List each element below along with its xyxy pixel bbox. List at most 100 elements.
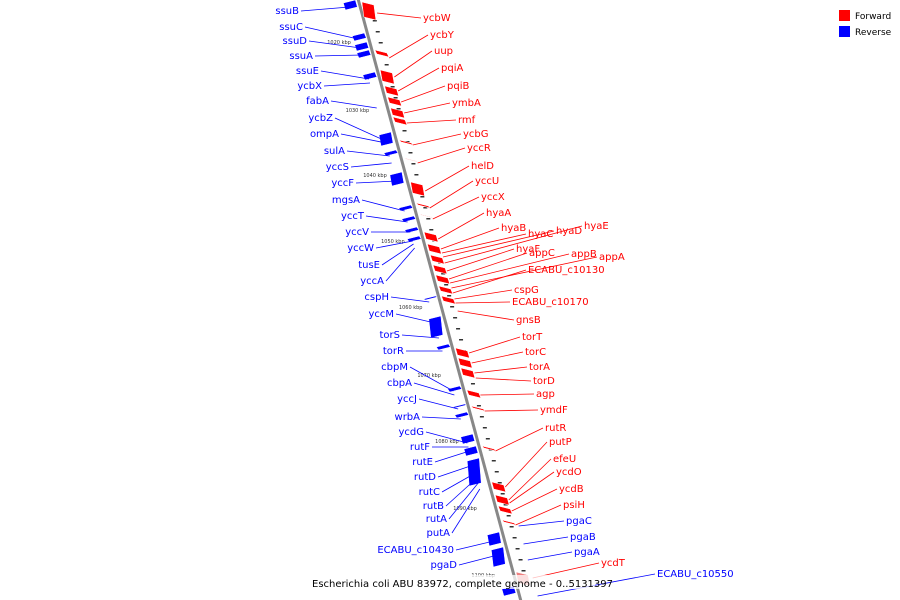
gene-label-rutC: rutC xyxy=(419,487,440,498)
leader-line xyxy=(434,450,470,463)
gene-label-psiH: psiH xyxy=(563,500,585,511)
leader-line xyxy=(484,409,539,412)
leader-line xyxy=(455,540,494,551)
feature-tick xyxy=(408,152,413,154)
forward-swatch xyxy=(839,10,850,21)
reverse-gene-arrow xyxy=(491,546,506,568)
feature-tick xyxy=(476,405,481,407)
gene-label-uup: uup xyxy=(434,46,453,57)
reverse-gene-arrow xyxy=(351,32,367,42)
map-caption: Escherichia coli ABU 83972, complete gen… xyxy=(312,579,613,590)
feature-tick xyxy=(509,526,514,528)
gene-label-hyaF: hyaF xyxy=(516,244,540,255)
reverse-gene-arrow xyxy=(435,343,451,351)
gene-label-yccJ: yccJ xyxy=(397,394,417,405)
feature-tick xyxy=(456,328,461,330)
leader-line xyxy=(314,54,363,57)
gene-label-yccR: yccR xyxy=(467,143,491,154)
leader-line xyxy=(346,150,390,157)
feature-tick xyxy=(375,31,380,33)
feature-tick xyxy=(491,460,496,462)
feature-tick xyxy=(512,537,517,539)
gene-label-pgaA: pgaA xyxy=(574,547,600,558)
leader-line xyxy=(308,40,361,49)
gene-label-pgaC: pgaC xyxy=(566,516,592,527)
forward-gene-arrow xyxy=(426,243,442,255)
leader-line xyxy=(448,482,479,520)
leader-line xyxy=(421,416,461,420)
gene-label-rutE: rutE xyxy=(412,457,433,468)
gene-label-ssuB: ssuB xyxy=(275,6,299,17)
feature-tick xyxy=(384,64,389,66)
leader-line xyxy=(375,240,413,249)
gene-label-ECABU_c10130: ECABU_c10130 xyxy=(528,265,605,276)
gene-label-rutA: rutA xyxy=(426,514,447,525)
leader-line xyxy=(511,488,558,512)
gene-label-ycdO: ycdO xyxy=(556,467,582,478)
leader-line xyxy=(340,133,387,144)
gene-label-rutD: rutD xyxy=(414,472,436,483)
feature-tick xyxy=(441,273,446,275)
leader-line xyxy=(429,180,474,209)
leader-line xyxy=(508,458,552,501)
feature-tick xyxy=(372,20,377,22)
leader-line xyxy=(455,301,511,304)
gene-label-putP: putP xyxy=(549,437,572,448)
feature-tick xyxy=(396,108,401,110)
leader-line xyxy=(365,215,408,223)
gene-label-pgaB: pgaB xyxy=(570,532,596,543)
forward-gene-arrow xyxy=(470,405,486,412)
gene-label-yccM: yccM xyxy=(368,309,394,320)
gene-label-appC: appC xyxy=(529,248,555,259)
leader-line xyxy=(389,34,429,59)
gene-label-yccX: yccX xyxy=(481,192,505,203)
gene-label-agp: agp xyxy=(536,389,555,400)
leader-line xyxy=(320,70,369,80)
gene-label-appB: appB xyxy=(571,249,597,260)
leader-line xyxy=(330,100,377,109)
forward-gene-arrow xyxy=(392,116,408,126)
forward-gene-arrow xyxy=(457,357,473,369)
gene-label-cspH: cspH xyxy=(364,292,389,303)
reverse-gene-arrow xyxy=(362,71,378,81)
leader-line xyxy=(432,196,480,220)
leader-line xyxy=(381,243,414,266)
caption-backdrop xyxy=(305,575,595,589)
leader-line xyxy=(334,117,386,142)
gene-label-hyaB: hyaB xyxy=(501,223,526,234)
gene-label-ECABU_c10170: ECABU_c10170 xyxy=(512,297,589,308)
leader-line xyxy=(475,377,532,382)
leader-line xyxy=(458,554,498,566)
reverse-gene-arrow xyxy=(354,41,370,52)
feature-tick xyxy=(503,504,508,506)
reverse-gene-arrow xyxy=(463,445,479,457)
feature-tick xyxy=(500,493,505,495)
kbp-tick-label: 1080 kbp xyxy=(435,439,459,445)
forward-gene-arrow xyxy=(432,264,448,275)
leader-line xyxy=(457,310,515,321)
reverse-swatch xyxy=(839,26,850,37)
feature-tick xyxy=(518,559,523,561)
forward-legend-label: Forward xyxy=(855,12,891,22)
leader-line xyxy=(454,289,513,300)
leader-line xyxy=(425,431,468,444)
gene-label-cbpM: cbpM xyxy=(381,362,408,373)
leader-lines xyxy=(300,6,656,597)
feature-tick xyxy=(390,86,395,88)
gene-label-ycdB: ycdB xyxy=(559,484,584,495)
gene-label-rutR: rutR xyxy=(545,423,566,434)
leader-line xyxy=(495,427,544,452)
leader-line xyxy=(451,256,598,289)
gene-label-ycbX: ycbX xyxy=(297,81,322,92)
leader-line xyxy=(523,536,569,545)
gene-label-ssuC: ssuC xyxy=(279,22,303,33)
gene-arrows xyxy=(343,0,531,597)
gene-label-ycdT: ycdT xyxy=(601,558,626,569)
gene-label-ycbW: ycbW xyxy=(423,13,451,24)
leader-line xyxy=(397,67,440,92)
forward-gene-arrow xyxy=(455,347,470,359)
gene-label-ymdF: ymdF xyxy=(540,405,568,416)
leader-line xyxy=(480,393,535,396)
forward-gene-arrow xyxy=(379,69,395,85)
